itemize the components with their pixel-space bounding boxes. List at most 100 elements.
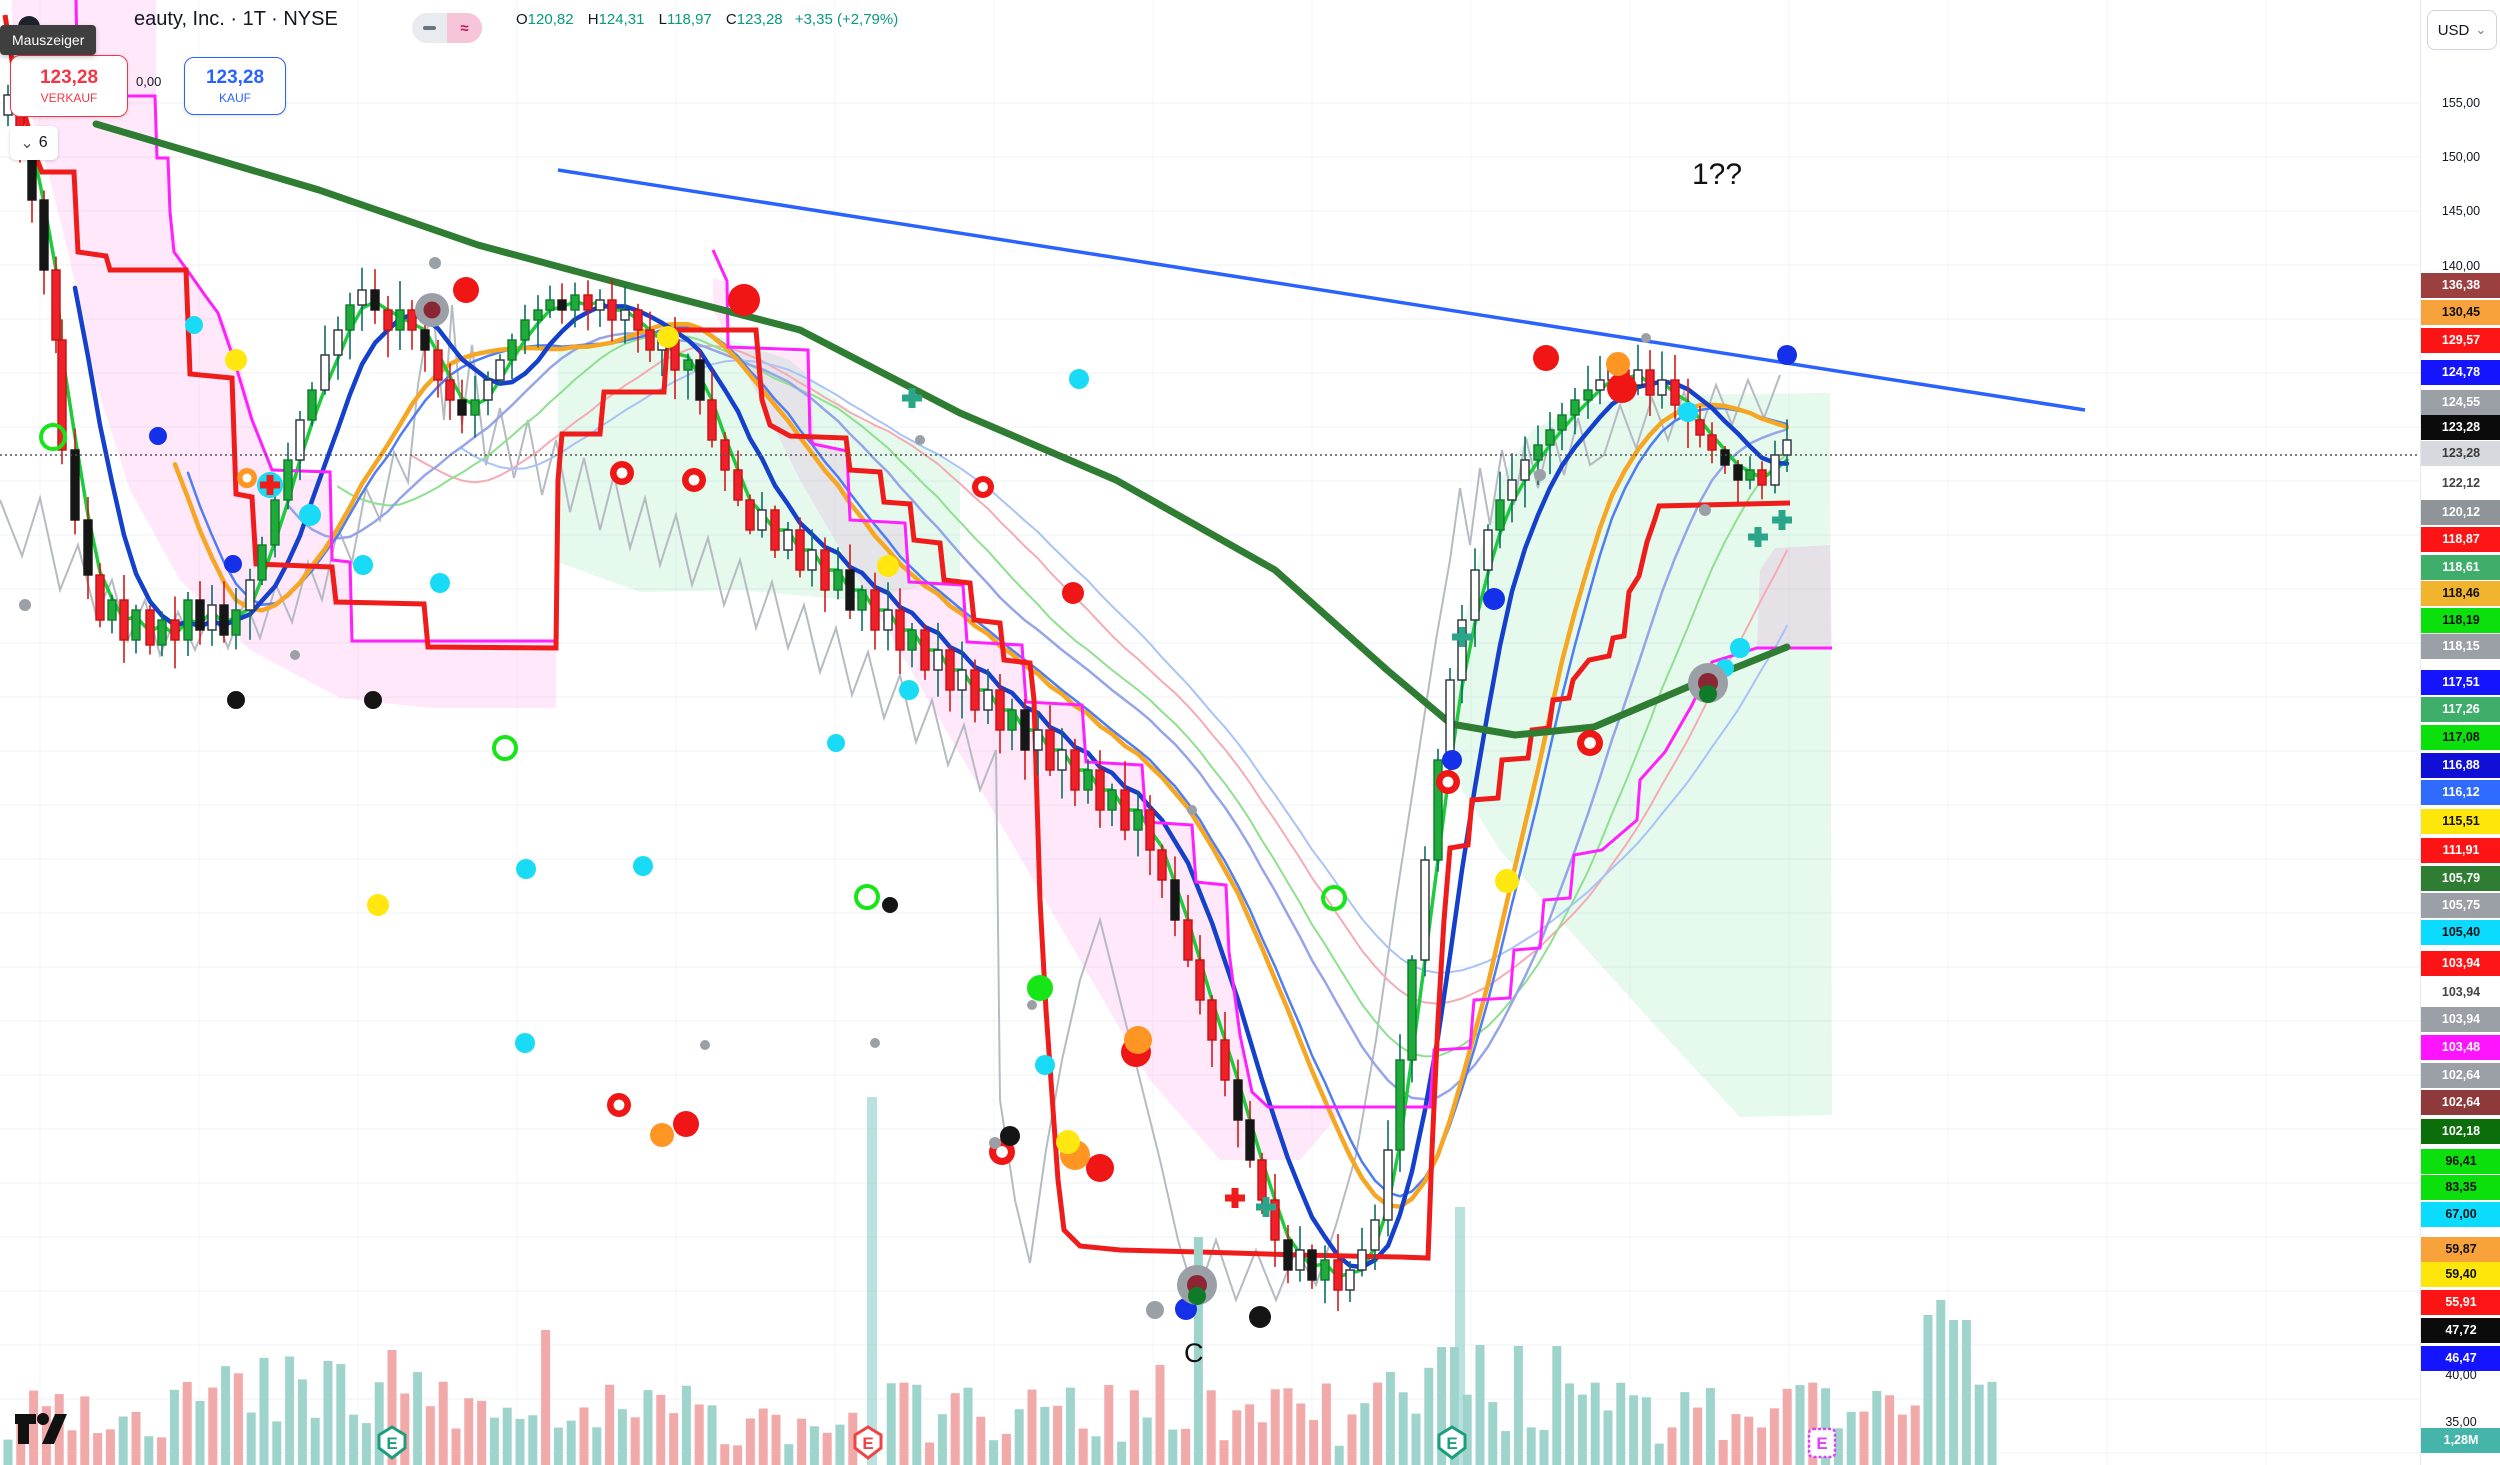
ma-light-blue — [461, 359, 1788, 974]
sell-button[interactable]: 123,28 VERKAUF — [10, 55, 128, 117]
ma-orange — [172, 322, 1790, 1209]
descending-trendline[interactable] — [557, 168, 2086, 412]
price-axis-indicator-label: 117,08 — [2421, 724, 2500, 750]
svg-text:E: E — [386, 1434, 397, 1453]
svg-text:E: E — [1446, 1434, 1457, 1453]
price-axis-indicator-label: 122,12 — [2421, 470, 2500, 496]
svg-text:E: E — [1816, 1434, 1827, 1453]
price-axis-indicator-label: 118,15 — [2421, 633, 2500, 659]
open-value: 120,82 — [527, 11, 574, 28]
candlestick-series — [3, 84, 1792, 1312]
price-axis-indicator-label: 46,47 — [2421, 1345, 2500, 1371]
indicators-collapse-button[interactable]: ⌄ 6 — [10, 126, 58, 160]
low-label: L — [658, 11, 667, 28]
price-axis-indicator-label: 116,12 — [2421, 779, 2500, 805]
earnings-icon — [1437, 1425, 1467, 1460]
price-axis-indicator-label: 124,78 — [2421, 359, 2500, 385]
buy-button[interactable]: 123,28 KAUF — [184, 57, 286, 115]
chevron-down-icon: ⌄ — [20, 135, 34, 152]
price-axis-indicator-label: 124,55 — [2421, 389, 2500, 415]
supertrend-red-line — [2, 14, 1791, 1261]
price-axis[interactable]: 155,00 150,00 145,00 140,00 40,00 35,00 136,38… — [2420, 0, 2500, 1465]
price-axis-indicator-label: 129,57 — [2421, 327, 2500, 353]
ma-light-green — [337, 334, 1788, 1058]
symbol-title[interactable]: eauty, Inc. · 1T · NYSE — [134, 8, 338, 30]
spread-value: 0,00 — [136, 74, 162, 89]
price-axis-indicator-label: 120,12 — [2421, 499, 2500, 525]
price-axis-indicator-label: 118,19 — [2421, 607, 2500, 633]
volume-spike-ghosts — [867, 1097, 1465, 1465]
zigzag-line — [0, 299, 1781, 1304]
currency-dropdown[interactable]: USD ⌄ — [2427, 10, 2497, 50]
sell-label: VERKAUF — [40, 91, 98, 105]
tradingview-logo[interactable] — [14, 1406, 70, 1450]
price-axis-indicator-label: 96,41 — [2421, 1148, 2500, 1174]
high-label: H — [587, 11, 599, 28]
price-axis-indicator-label: 123,28 — [2421, 440, 2500, 466]
price-axis-indicator-label: 103,48 — [2421, 1034, 2500, 1060]
buy-label: KAUF — [218, 91, 251, 105]
price-axis-tick-label: 145,00 — [2441, 203, 2481, 218]
ma-blue — [72, 285, 1790, 1270]
price-axis-indicator-label: 67,00 — [2421, 1201, 2500, 1227]
price-axis-indicator-label: 130,45 — [2421, 299, 2500, 325]
price-axis-indicator-label: 103,94 — [2421, 979, 2500, 1005]
minus-icon — [423, 26, 436, 30]
price-axis-indicator-label: 117,51 — [2421, 669, 2500, 695]
close-label: C — [725, 11, 737, 28]
price-axis-indicator-label: 102,64 — [2421, 1062, 2500, 1088]
price-axis-indicator-label: 115,51 — [2421, 808, 2500, 834]
price-axis-indicator-label: 105,79 — [2421, 865, 2500, 891]
open-label: O — [516, 11, 528, 28]
line-style-button[interactable] — [412, 13, 447, 43]
cursor-tooltip: Mauszeiger — [0, 25, 97, 55]
price-axis-indicator-label: 118,87 — [2421, 526, 2500, 552]
currency-label: USD — [2437, 21, 2470, 39]
price-axis-indicator-label: 1,28M — [2421, 1427, 2500, 1453]
price-axis-indicator-label: 47,72 — [2421, 1317, 2500, 1343]
volume-series — [3, 1237, 1997, 1465]
price-axis-indicator-label: 123,28 — [2421, 414, 2500, 440]
hidden-indicator-count: 6 — [38, 134, 48, 151]
price-axis-indicator-label: 83,35 — [2421, 1174, 2500, 1200]
kijun-magenta-line-1 — [74, 0, 556, 643]
indicator-clouds — [12, 0, 1832, 1160]
ma-green — [30, 143, 1789, 1279]
price-axis-indicator-label: 103,94 — [2421, 1006, 2500, 1032]
price-axis-indicator-label: 59,87 — [2421, 1236, 2500, 1262]
earnings-icon — [1807, 1427, 1837, 1459]
signal-markers — [19, 257, 1797, 1328]
price-axis-tick-label: 35,00 — [2445, 1414, 2477, 1429]
price-axis-indicator-label: 102,64 — [2421, 1089, 2500, 1115]
change-value: +3,35 (+2,79%) — [794, 11, 899, 28]
price-axis-indicator-label: 103,94 — [2421, 950, 2500, 976]
price-axis-tick-label: 140,00 — [2441, 258, 2481, 273]
price-axis-indicator-label: 102,18 — [2421, 1118, 2500, 1144]
price-axis-tick-label: 155,00 — [2441, 95, 2481, 110]
chevron-down-icon: ⌄ — [2475, 22, 2487, 37]
svg-text:E: E — [862, 1434, 873, 1453]
price-axis-indicator-label: 105,40 — [2421, 919, 2500, 945]
price-axis-indicator-label: 117,26 — [2421, 696, 2500, 722]
low-value: 118,97 — [666, 11, 712, 28]
price-axis-indicator-label: 136,38 — [2421, 272, 2500, 298]
buy-price: 123,28 — [205, 67, 265, 88]
ohlc-readout: O120,82 H124,31 L118,97 C123,28 +3,35 (+… — [506, 11, 898, 28]
price-axis-indicator-label: 118,46 — [2421, 580, 2500, 606]
ma200-dark-green-line — [92, 120, 1791, 739]
price-axis-indicator-label: 118,61 — [2421, 554, 2500, 580]
wave-count-annotation[interactable]: 1?? — [1692, 158, 1743, 191]
price-axis-indicator-label: 105,75 — [2421, 892, 2500, 918]
high-value: 124,31 — [598, 11, 645, 28]
c-annotation[interactable]: C — [1184, 1338, 1204, 1368]
price-axis-tick-label: 40,00 — [2445, 1367, 2477, 1382]
earnings-icon — [853, 1425, 883, 1460]
chart-style-toggle[interactable]: ≈ — [412, 13, 482, 43]
price-axis-indicator-label: 59,40 — [2421, 1261, 2500, 1287]
wave-style-button[interactable]: ≈ — [447, 13, 482, 43]
price-axis-indicator-label: 111,91 — [2421, 837, 2500, 863]
price-axis-indicator-label: 116,88 — [2421, 752, 2500, 778]
